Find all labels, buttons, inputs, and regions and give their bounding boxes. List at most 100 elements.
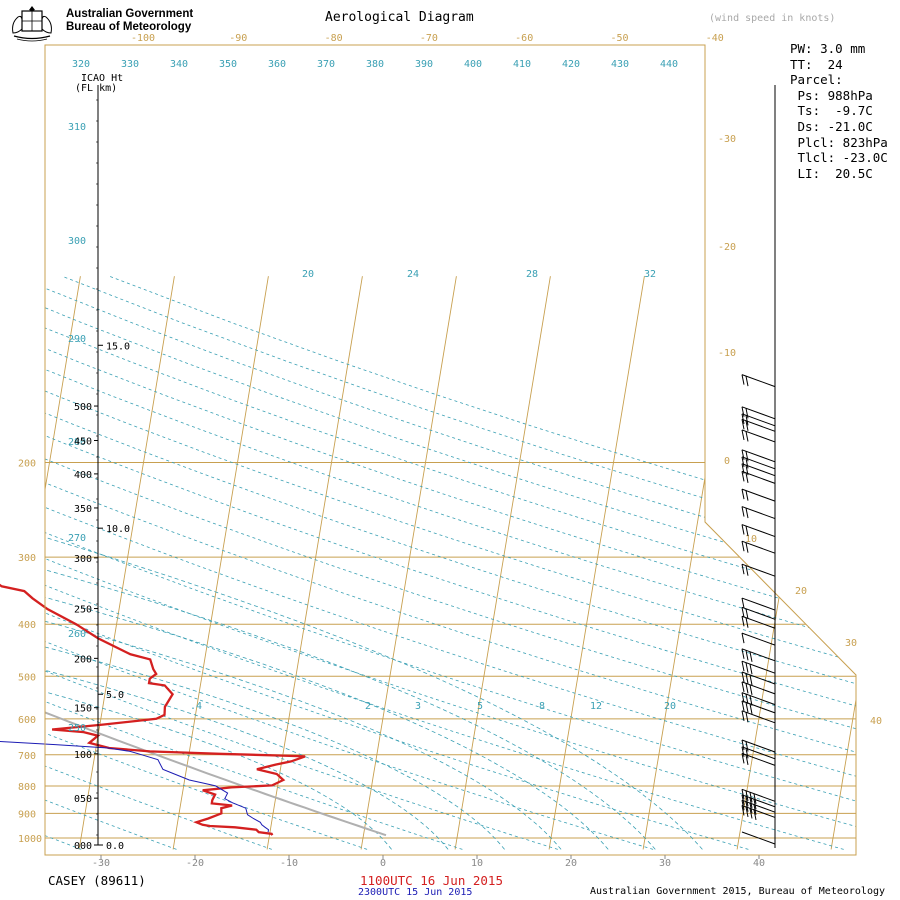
organization-name: Australian Government Bureau of Meteorol… — [66, 8, 193, 34]
fl-label: 000 — [74, 841, 92, 852]
wind-barb-tick — [745, 673, 749, 684]
top-tick-label: -70 — [420, 33, 438, 44]
wind-barb — [741, 506, 776, 520]
wind-barb-tick — [741, 413, 745, 424]
right-tick-label: 0 — [724, 456, 730, 467]
wind-barb-tick — [745, 741, 749, 752]
wind-barb-tick — [749, 703, 753, 714]
adiabat-left-label: 260 — [68, 629, 86, 640]
moist-adiabat-line — [45, 462, 609, 850]
wind-barb-tick — [741, 800, 745, 811]
wind-barb-tick — [741, 429, 745, 441]
adiabat-label: 380 — [366, 59, 384, 70]
wind-barb-tick — [741, 681, 745, 692]
wind-barb-tick — [741, 449, 745, 460]
adiabat-left-label: 280 — [68, 437, 86, 448]
moist-adiabat-line — [45, 462, 449, 850]
wind-barb — [741, 692, 776, 706]
wind-barb-shaft — [741, 540, 776, 554]
wind-barb-tick — [741, 456, 745, 467]
wind-barb-tick — [753, 809, 757, 821]
isotherm-line — [736, 276, 833, 850]
parcel-surface-pressure: Ps: 988hPa — [790, 87, 873, 103]
dry-adiabat-line — [45, 275, 844, 850]
parcel-info-panel: PW: 3.0 mm TT: 24 Parcel: Ps: 988hPa Ts: -… — [790, 41, 888, 181]
wind-barb — [741, 456, 776, 470]
wind-barb-tick — [745, 451, 749, 462]
km-label: 15.0 — [106, 341, 130, 352]
wind-barb-tick — [741, 789, 745, 800]
coat-of-arms-logo — [8, 5, 56, 47]
isotherm-line — [454, 276, 551, 850]
wind-barb-tick — [745, 796, 749, 807]
fl-label: 200 — [74, 654, 92, 665]
mixing-ratio-upper-label: 32 — [644, 269, 656, 280]
dewpoint-profile-line — [0, 740, 270, 833]
wind-barb — [741, 470, 776, 484]
dry-adiabat-line — [45, 275, 856, 850]
station-name: CASEY (89611) — [48, 873, 146, 888]
wind-barb-tick — [745, 565, 749, 576]
km-label: 10.0 — [106, 524, 130, 535]
parcel-surface-temp: Ts: -9.7C — [790, 103, 873, 119]
adiabat-label: 400 — [464, 59, 482, 70]
wind-barb-tick — [741, 489, 745, 500]
mixing-ratio-upper-label: 28 — [526, 269, 538, 280]
wind-units-note: (wind speed in knots) — [709, 13, 836, 24]
dry-adiabat-line — [45, 275, 856, 850]
isotherm-line — [266, 276, 363, 850]
adiabat-label: 330 — [121, 59, 139, 70]
wind-barb-tick — [745, 542, 749, 553]
dry-adiabat-line — [45, 275, 463, 850]
wind-barb-tick — [749, 664, 753, 675]
wind-barb-tick — [745, 431, 749, 442]
wind-barb-tick — [753, 793, 757, 804]
wind-barb-tick — [741, 633, 745, 644]
wind-barb-shaft — [741, 710, 776, 724]
bottom-tick-label: 20 — [565, 858, 577, 869]
wind-barb-tick — [741, 607, 745, 618]
wind-barb-tick — [741, 471, 745, 482]
wind-barb-tick — [741, 753, 745, 764]
adiabat-label: 420 — [562, 59, 580, 70]
wind-barb — [741, 606, 776, 620]
secondary-observation-time: 2300UTC 15 Jun 2015 — [358, 887, 473, 898]
wind-barb-tick — [741, 374, 745, 385]
lifted-index: LI: 20.5C — [790, 165, 873, 181]
wind-barb-tick — [745, 754, 749, 765]
wind-barb-tick — [745, 662, 749, 673]
moist-adiabat-line — [45, 462, 505, 850]
km-label: 5.0 — [106, 690, 124, 701]
adiabat-left-label: 290 — [68, 334, 86, 345]
wind-barb — [741, 671, 776, 686]
wind-barb — [741, 488, 776, 502]
adiabat-label: 430 — [611, 59, 629, 70]
wind-barb-tick — [745, 702, 749, 713]
wind-barb-shaft — [741, 563, 776, 577]
wind-barb — [741, 681, 776, 695]
wind-barb-tick — [745, 617, 749, 628]
wind-barb — [741, 739, 776, 753]
wind-barb-tick — [741, 794, 745, 805]
wind-barb-tick — [745, 608, 749, 619]
wind-barb-shaft — [741, 660, 776, 674]
isotherm-line — [548, 276, 645, 850]
wind-barb-shaft — [741, 632, 776, 646]
top-tick-label: -60 — [515, 33, 533, 44]
wind-barb-tick — [741, 597, 745, 609]
wind-barb-tick — [741, 419, 745, 430]
dry-adiabat-line — [45, 275, 856, 850]
wind-barb-tick — [749, 695, 753, 706]
parcel-lcl-temp: Tlcl: -23.0C — [790, 150, 888, 166]
wind-barb-tick — [745, 806, 749, 818]
wind-barb-tick — [741, 564, 745, 575]
adiabat-label: 390 — [415, 59, 433, 70]
wind-barb-tick — [745, 415, 749, 426]
wind-barb-tick — [741, 805, 745, 816]
fl-label: 050 — [74, 794, 92, 805]
wind-barb-tick — [741, 541, 745, 552]
wind-barb-tick — [745, 748, 749, 759]
wind-barb-tick — [749, 651, 753, 662]
observation-time: 1100UTC 16 Jun 2015 — [360, 873, 503, 888]
mixing-ratio-label: 5 — [477, 701, 483, 712]
